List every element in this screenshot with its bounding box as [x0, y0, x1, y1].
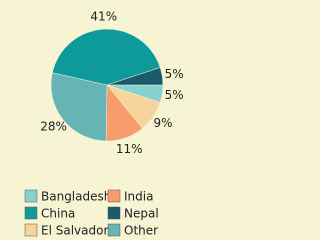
legend-label: Bangladesh — [41, 190, 111, 204]
legend-swatch — [107, 189, 121, 203]
pie-slice — [50, 72, 108, 142]
legend-label: China — [41, 207, 75, 221]
legend-swatch — [24, 223, 38, 237]
legend-swatch — [24, 189, 38, 203]
slice-label: 11% — [116, 142, 143, 156]
legend-label: Nepal — [124, 207, 159, 221]
legend-swatch — [24, 206, 38, 220]
legend-label: India — [124, 190, 153, 204]
slice-label: 5% — [165, 67, 184, 81]
pie-slice — [52, 28, 161, 86]
slice-label: 28% — [40, 120, 67, 134]
pie-slice — [106, 67, 164, 86]
legend-swatch — [107, 206, 121, 220]
slice-label: 5% — [165, 88, 184, 102]
chart: 5% 9% 11% 28% 41% 5% Bangladesh China El Salvado… — [24, 10, 184, 238]
legend-label: El Salvador — [41, 224, 108, 238]
legend-label: Other — [124, 224, 158, 238]
slice-label: 9% — [153, 116, 172, 130]
legend-swatch — [107, 223, 121, 237]
slice-label: 41% — [90, 10, 117, 24]
